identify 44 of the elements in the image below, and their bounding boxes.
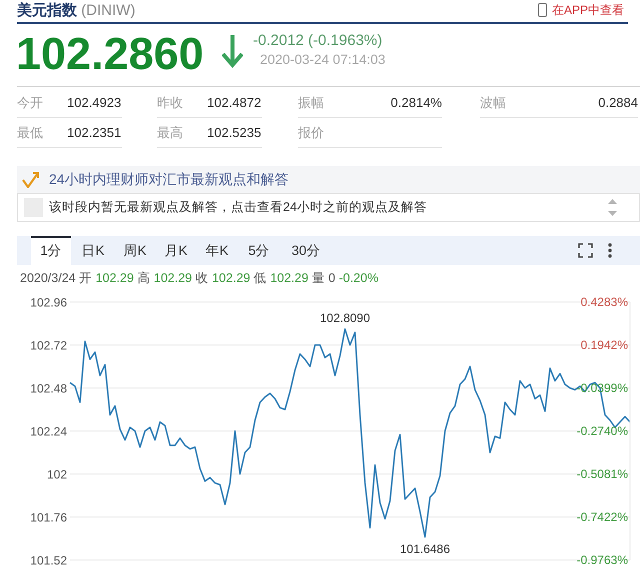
text: 最高 bbox=[157, 124, 183, 142]
y-tick-label: 102.72 bbox=[30, 338, 68, 352]
annotation: 102.8090 bbox=[320, 311, 370, 326]
y2-tick-label: -0.5081% bbox=[576, 467, 628, 481]
annotation: 101.6486 bbox=[400, 542, 450, 556]
text: 今开 bbox=[17, 94, 43, 112]
text: 波幅 bbox=[480, 94, 506, 112]
text: 30分 bbox=[290, 242, 322, 260]
text: 报价 bbox=[298, 124, 324, 142]
text: 昨收 bbox=[157, 94, 183, 112]
line-series bbox=[69, 328, 631, 538]
text: 月K bbox=[163, 242, 188, 260]
text: 日K bbox=[80, 242, 106, 260]
y-tick-label: 101.52 bbox=[30, 553, 68, 568]
text: 最低 bbox=[17, 124, 43, 142]
text: 102.4923 bbox=[67, 94, 122, 112]
text: 0.2814% bbox=[390, 94, 442, 112]
text: 在APP中查看 bbox=[552, 2, 624, 19]
text: 102.2860 bbox=[16, 28, 204, 79]
text: 周K bbox=[122, 242, 148, 260]
text: 102.2351 bbox=[67, 124, 122, 142]
y-tick-label: 102 bbox=[46, 467, 68, 482]
y-tick-label: 101.76 bbox=[30, 510, 68, 524]
y-tick-label: 102.96 bbox=[30, 295, 68, 310]
text: 102.4872 bbox=[207, 94, 262, 112]
text: 该时段内暂无最新观点及解答，点击查看24小时之前的观点及解答 bbox=[49, 199, 427, 216]
y2-tick-label: 0.4283% bbox=[580, 295, 628, 309]
selected-tab: 1分 bbox=[31, 236, 71, 265]
text: 0.2884 bbox=[598, 94, 638, 112]
text: 2020-03-24 07:14:03 bbox=[260, 52, 386, 68]
y2-tick-label: -0.2740% bbox=[576, 424, 628, 438]
text: 振幅 bbox=[298, 94, 324, 112]
text: 102.5235 bbox=[207, 124, 262, 142]
text: 24小时内理财师对汇市最新观点和解答 bbox=[49, 170, 289, 189]
y-tick-label: 102.24 bbox=[30, 424, 68, 438]
chart-title: 美元指数 (DINIW) bbox=[17, 2, 136, 19]
y2-tick-label: -0.7422% bbox=[576, 510, 628, 524]
text: 年K bbox=[204, 242, 230, 260]
y2-tick-label: -0.9763% bbox=[576, 553, 628, 567]
text: -0.2012 (-0.1963%) bbox=[253, 32, 382, 50]
y2-tick-label: 0.1942% bbox=[580, 338, 628, 352]
y-tick-label: 102.48 bbox=[30, 381, 68, 396]
text: 2020/3/24 开 102.29 高 102.29 收 102.29 低 102.29 量 0 -0.20% bbox=[20, 271, 378, 285]
text: 5分 bbox=[247, 242, 271, 260]
